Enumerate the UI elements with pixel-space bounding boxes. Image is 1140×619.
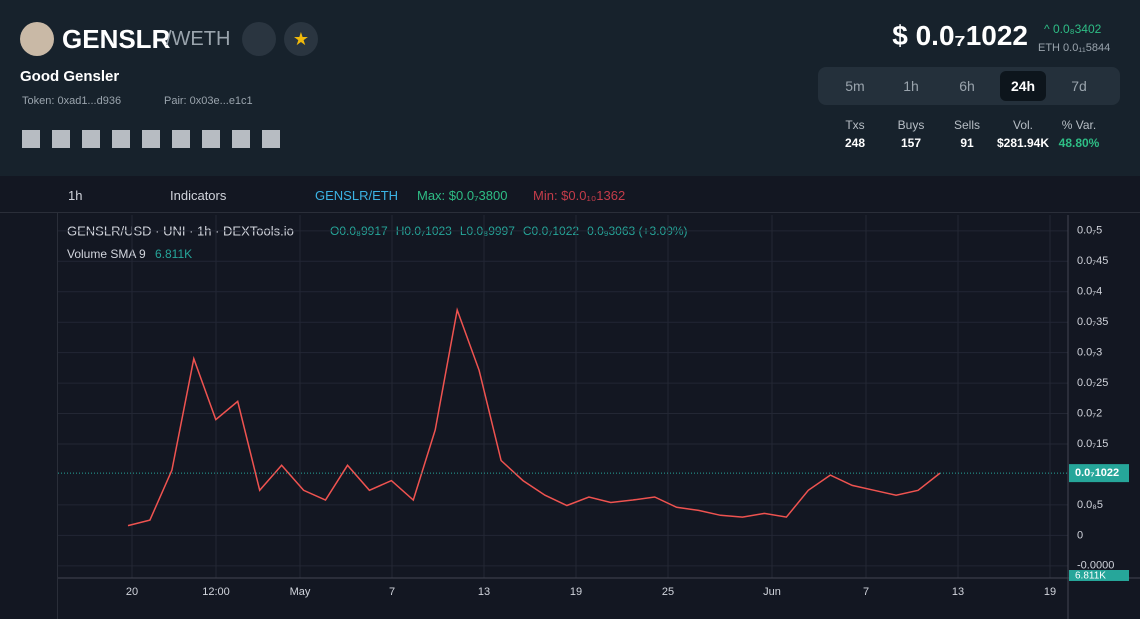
drawing-tools[interactable] [0, 212, 58, 619]
x-tick-label: 13 [952, 586, 964, 598]
x-tick-label: 13 [478, 586, 490, 598]
header: GENSLR /WETH ★ Good Gensler Token: 0xad1… [0, 0, 1140, 176]
timeframe[interactable]: 24h [1000, 71, 1046, 101]
indicators[interactable]: Indicators [170, 188, 227, 203]
stat-label: Vol. [1012, 118, 1033, 132]
token-address[interactable]: Token: 0xad1...d936 [22, 95, 122, 107]
x-tick-label: May [290, 586, 311, 598]
y-tick-label: 0.0₇35 [1077, 316, 1108, 328]
y-tick-label: 0 [1077, 529, 1083, 541]
y-tick-label: 0.0₇4 [1077, 286, 1102, 298]
x-tick-label: 7 [863, 586, 869, 598]
interval[interactable]: 1h [68, 188, 83, 203]
x-tick-label: Jun [763, 586, 781, 598]
timeframe[interactable]: 5m [845, 78, 865, 94]
y-tick-label: 0.0₇45 [1077, 255, 1108, 267]
y-tick-label: 0.0₇25 [1077, 377, 1108, 389]
price-line [127, 307, 941, 527]
timeframe[interactable]: 6h [959, 78, 975, 94]
stat-value: 157 [900, 136, 922, 150]
x-tick-label: 7 [389, 586, 395, 598]
y-tick-label: 0.0₇15 [1077, 438, 1108, 450]
y-tick-label: 0.0₈5 [1077, 499, 1103, 511]
eth-price: ETH 0.0₁₁5844 [1038, 42, 1111, 54]
stat-value: 91 [960, 136, 974, 150]
pair-address[interactable]: Pair: 0x03e...e1c1 [164, 95, 253, 107]
volume-box [1069, 570, 1129, 581]
x-tick-label: 19 [1044, 586, 1056, 598]
timeframe-bar [818, 67, 1120, 105]
pair-label: GENSLR/ETH [315, 188, 399, 203]
price-change: ^ 0.0₈3402 [1044, 22, 1102, 36]
stat-label: Txs [845, 118, 865, 132]
max-price: Max: $0.0₇3800 [417, 188, 508, 203]
stat-value: 48.80% [1058, 136, 1100, 150]
favorite-button[interactable]: ★ [284, 22, 318, 56]
chart-toolbar: 1h Indicators GENSLR/ETH Max: $0.0₇3800 … [0, 178, 1140, 213]
social-links[interactable] [22, 130, 282, 148]
y-tick-label: 0.0₇3 [1077, 347, 1102, 359]
change-value: 0.0₈3402 [1052, 22, 1102, 36]
stat-value: 248 [844, 136, 866, 150]
x-tick-label: 25 [662, 586, 674, 598]
last-price-box [1069, 464, 1129, 483]
y-tick-label: 0.0₇2 [1077, 407, 1102, 419]
stat-label: Sells [953, 118, 980, 132]
volume-value: 6.811K [155, 247, 192, 261]
volume-axis-label: 6.811K [1075, 571, 1106, 582]
stat-value: $281.94K [996, 136, 1050, 150]
x-tick-label: 12:00 [202, 586, 230, 598]
symbol: GENSLR [62, 24, 171, 54]
min-price: Min: $0.0₁₀1362 [533, 188, 626, 203]
y-tick-label: 0.0₇5 [1077, 225, 1102, 237]
timeframe[interactable]: 7d [1071, 78, 1087, 94]
token-logo [20, 22, 54, 56]
timeframe[interactable]: 1h [903, 78, 919, 94]
quote: /WETH [166, 28, 231, 50]
x-tick-label: 20 [126, 586, 138, 598]
stat-label: Buys [897, 118, 925, 132]
x-tick-label: 19 [570, 586, 582, 598]
y-tick-label: -0.0000 [1077, 560, 1114, 572]
last-price-label: 0.0₇1022 [1075, 467, 1119, 479]
volume-label: Volume SMA 9 [67, 247, 146, 261]
search-button[interactable] [242, 22, 276, 56]
stat-label: % Var. [1061, 118, 1097, 132]
token-name: Good Gensler [20, 68, 120, 85]
price: $ 0.0₇1022 [892, 20, 1028, 51]
